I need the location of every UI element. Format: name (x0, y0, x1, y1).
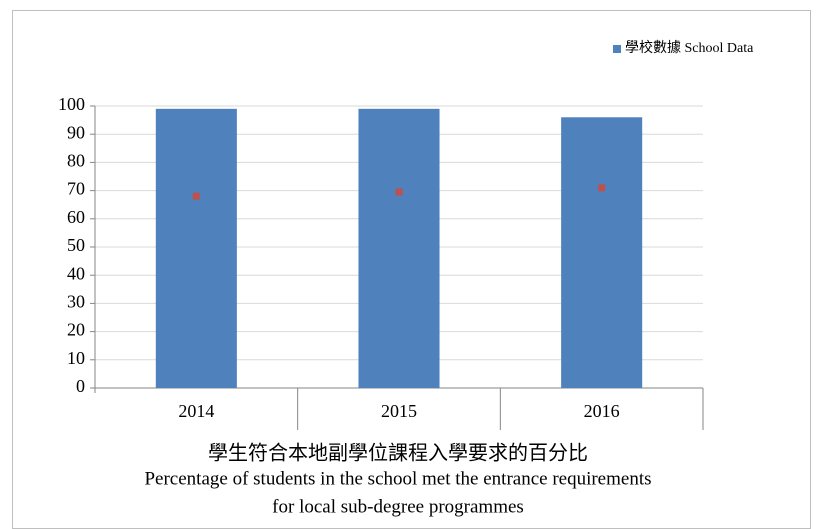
x-tick-label: 2016 (584, 401, 620, 421)
y-tick-label: 30 (67, 292, 85, 312)
y-tick-label: 60 (67, 207, 85, 227)
y-tick-label: 70 (67, 179, 85, 199)
y-tick-label: 10 (67, 348, 85, 368)
x-tick-label: 2015 (381, 401, 417, 421)
legend-label: 學校數據 School Data (625, 39, 754, 56)
y-tick-label: 80 (67, 151, 85, 171)
point-marker (598, 184, 606, 192)
legend-swatch (613, 45, 621, 53)
chart-title: 學生符合本地副學位課程入學要求的百分比 (208, 442, 588, 465)
point-marker (395, 188, 403, 196)
y-tick-label: 100 (58, 94, 85, 114)
bar (155, 108, 237, 388)
y-tick-label: 0 (76, 376, 85, 396)
bar (358, 108, 440, 388)
chart-title: for local sub-degree programmes (272, 496, 524, 517)
y-tick-label: 40 (67, 263, 85, 283)
y-tick-label: 50 (67, 235, 85, 255)
y-tick-label: 20 (67, 320, 85, 340)
bar (561, 117, 643, 388)
x-tick-label: 2014 (178, 401, 214, 421)
chart-title: Percentage of students in the school met… (144, 468, 651, 489)
y-tick-label: 90 (67, 122, 85, 142)
point-marker (192, 192, 200, 200)
